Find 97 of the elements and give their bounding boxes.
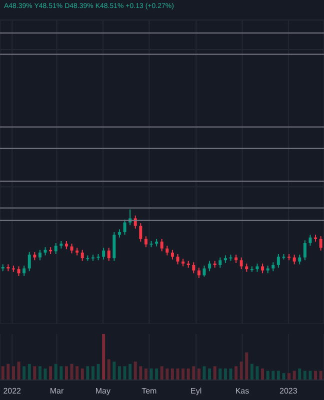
candlestick: [176, 254, 180, 265]
bar: [6, 364, 10, 380]
bar: [208, 368, 212, 380]
candlestick: [261, 263, 264, 274]
bar: [213, 366, 216, 380]
candlestick: [102, 247, 106, 260]
candlestick: [197, 267, 200, 279]
candlestick: [276, 254, 280, 268]
bar: [44, 368, 47, 380]
candlestick: [123, 219, 126, 236]
bar: [155, 368, 158, 380]
bar: [150, 368, 153, 380]
x-tick-label: May: [95, 386, 111, 396]
bar: [118, 366, 121, 380]
bar: [186, 368, 190, 380]
candlestick: [303, 240, 306, 261]
bar: [96, 364, 100, 380]
bar: [49, 366, 52, 380]
bar: [240, 362, 243, 380]
bar: [218, 368, 222, 380]
bar: [64, 366, 68, 380]
bar: [166, 368, 169, 380]
bar: [245, 352, 248, 380]
x-tick-label: Kas: [235, 386, 250, 396]
bar: [234, 366, 238, 380]
bar: [197, 368, 200, 380]
bar: [202, 366, 206, 380]
bar: [308, 370, 312, 380]
bar: [182, 368, 185, 380]
candlestick: [292, 254, 296, 265]
bar: [144, 368, 148, 380]
x-tick-label: Eyl: [190, 386, 202, 396]
bar: [224, 368, 227, 380]
candlestick: [139, 222, 142, 242]
bar: [272, 370, 275, 380]
candlestick: [70, 243, 74, 254]
bar: [112, 362, 116, 380]
candlestick: [22, 265, 26, 276]
candlestick: [160, 238, 164, 252]
bar: [123, 366, 126, 380]
bar: [70, 364, 74, 380]
x-tick-label: Tem: [142, 386, 158, 396]
bar: [76, 366, 79, 380]
bar: [86, 366, 90, 380]
candlestick: [202, 265, 206, 278]
bar: [261, 368, 264, 380]
candlestick: [107, 247, 110, 262]
bar: [288, 373, 291, 380]
candlestick: [208, 260, 212, 272]
candlestick: [240, 256, 243, 270]
candlestick: [308, 234, 312, 246]
x-tick-label: 2022: [3, 386, 22, 396]
bar: [192, 366, 196, 380]
bar: [282, 373, 286, 380]
bar: [276, 370, 280, 380]
candlestick: [298, 254, 302, 265]
candlestick: [28, 251, 31, 272]
bar: [256, 366, 259, 380]
candlestick: [17, 266, 20, 276]
bar: [139, 366, 142, 380]
bar: [91, 366, 94, 380]
bar: [17, 362, 20, 380]
candlestick: [319, 236, 322, 252]
candlestick: [144, 236, 148, 248]
bar: [38, 366, 42, 380]
bar: [319, 370, 322, 380]
candlestick: [38, 249, 42, 261]
bar: [60, 366, 63, 380]
bar: [292, 370, 296, 380]
bar: [176, 368, 180, 380]
bar: [54, 364, 58, 380]
bar: [22, 366, 26, 380]
bar: [12, 366, 15, 380]
bar: [314, 370, 318, 380]
bar: [266, 370, 270, 380]
candlestick: [192, 262, 196, 274]
bar: [160, 366, 164, 380]
bar: [28, 364, 31, 380]
candlestick: [54, 242, 58, 255]
candlestick: [80, 249, 84, 262]
bar: [80, 368, 84, 380]
bar: [303, 370, 306, 380]
bar: [33, 366, 36, 380]
bar: [170, 368, 174, 380]
candlestick: [170, 249, 174, 260]
candlestick: [218, 256, 222, 268]
bar: [229, 368, 232, 380]
bar: [128, 364, 132, 380]
bar: [1, 366, 4, 380]
x-tick-label: Mar: [50, 386, 64, 396]
bar: [250, 364, 254, 380]
bar: [298, 368, 302, 380]
x-tick-label: 2023: [280, 386, 298, 396]
bar: [107, 359, 110, 380]
candlestick: [166, 245, 169, 256]
candlestick: [112, 232, 116, 262]
bar: [134, 362, 137, 380]
